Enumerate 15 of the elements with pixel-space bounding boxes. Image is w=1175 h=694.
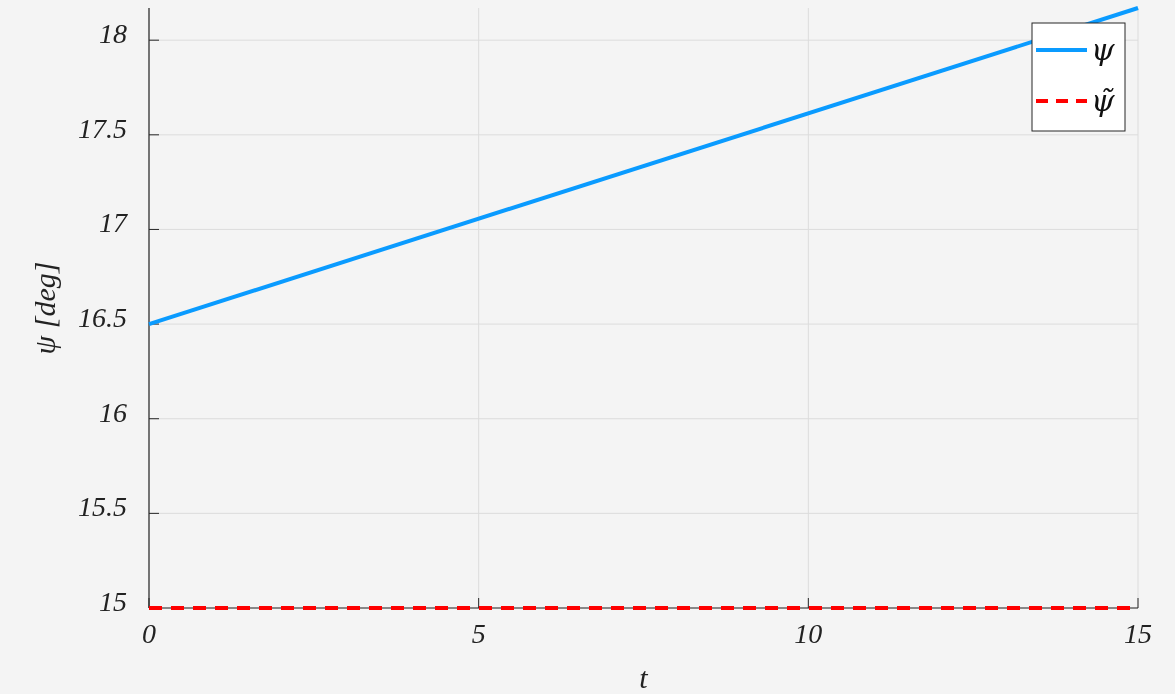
x-tick-label: 5: [471, 618, 486, 649]
y-tick-label: 15.5: [78, 491, 127, 523]
x-tick-label: 0: [142, 618, 156, 649]
x-axis-title: t: [639, 661, 649, 694]
legend-label: ψ: [1091, 32, 1115, 67]
y-tick-label: 17: [99, 207, 128, 239]
y-tick-label: 16.5: [78, 301, 127, 333]
x-tick-label: 10: [794, 618, 823, 649]
y-axis-title: ψ [deg]: [28, 261, 61, 355]
legend-label: ψ̃: [1091, 83, 1115, 118]
y-tick-label: 15: [99, 585, 127, 617]
x-tick-label: 15: [1124, 618, 1152, 649]
y-tick-label: 18: [99, 17, 127, 49]
y-tick-label: 17.5: [78, 112, 127, 144]
y-tick-label: 16: [99, 396, 127, 428]
